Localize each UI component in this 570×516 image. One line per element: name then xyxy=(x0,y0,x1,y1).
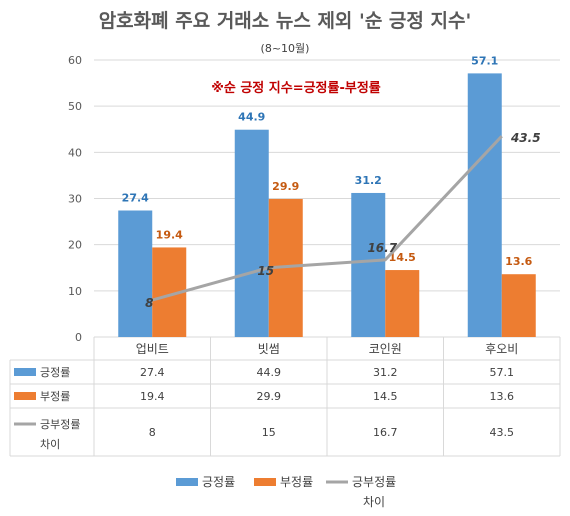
table-cell-value: 8 xyxy=(149,426,156,439)
table-series-name: 긍정률 xyxy=(40,366,70,379)
x-category-label: 업비트 xyxy=(136,342,169,356)
table-cell-value: 15 xyxy=(262,426,276,439)
line-data-label: 8 xyxy=(145,296,153,310)
table-series-name: 차이 xyxy=(40,438,60,451)
table-cell-value: 27.4 xyxy=(140,366,165,379)
table-cell-value: 19.4 xyxy=(140,390,165,403)
legend-label: 긍부정률 xyxy=(352,475,396,489)
x-category-label: 후오비 xyxy=(485,342,518,356)
table-cell-value: 14.5 xyxy=(373,390,398,403)
table-cell-value: 16.7 xyxy=(373,426,398,439)
chart-subtitle: (8~10월) xyxy=(260,42,310,55)
y-tick-label: 60 xyxy=(68,54,82,67)
bar-data-label: 57.1 xyxy=(471,54,498,67)
table-legend-key xyxy=(14,368,36,376)
bar-data-label: 13.6 xyxy=(505,255,532,268)
table-cell-value: 13.6 xyxy=(490,390,515,403)
legend-label: 부정률 xyxy=(280,475,313,489)
y-tick-label: 10 xyxy=(68,285,82,298)
legend-label: 긍정률 xyxy=(202,475,235,489)
bar-data-label: 19.4 xyxy=(156,228,183,241)
bar-data-label: 31.2 xyxy=(355,174,382,187)
bar-data-label: 27.4 xyxy=(122,192,149,205)
bar-긍정률 xyxy=(118,210,153,337)
line-series xyxy=(151,135,503,302)
legend-key xyxy=(254,478,276,486)
bar-부정률 xyxy=(385,270,420,337)
y-tick-label: 30 xyxy=(68,193,82,206)
bar-data-label: 14.5 xyxy=(389,251,416,264)
table-cell-value: 57.1 xyxy=(490,366,515,379)
bar-data-label: 44.9 xyxy=(238,111,265,124)
bar-긍정률 xyxy=(351,192,386,337)
bar-긍정률 xyxy=(234,129,269,337)
legend-key xyxy=(176,478,198,486)
table-cell-value: 44.9 xyxy=(257,366,282,379)
legend-label: 차이 xyxy=(363,495,385,509)
chart-title: 암호화폐 주요 거래소 뉴스 제외 '순 긍정 지수' xyxy=(98,10,472,32)
y-tick-label: 0 xyxy=(75,331,82,344)
y-tick-label: 20 xyxy=(68,239,82,252)
y-tick-label: 50 xyxy=(68,100,82,113)
x-category-label: 빗썸 xyxy=(258,342,280,356)
table-series-name: 긍부정률 xyxy=(40,418,80,431)
bar-긍정률 xyxy=(467,73,502,337)
x-category-label: 코인원 xyxy=(369,342,402,356)
bar-부정률 xyxy=(501,274,536,337)
line-data-label: 15 xyxy=(257,264,274,278)
chart-annotation: ※순 긍정 지수=긍정률-부정률 xyxy=(211,80,381,96)
table-cell-value: 29.9 xyxy=(257,390,282,403)
y-tick-label: 40 xyxy=(68,146,82,159)
table-cell-value: 43.5 xyxy=(490,426,515,439)
table-cell-value: 31.2 xyxy=(373,366,398,379)
table-series-name: 부정률 xyxy=(40,390,70,403)
line-data-label: 16.7 xyxy=(367,241,397,255)
bar-data-label: 29.9 xyxy=(272,180,299,193)
table-legend-key xyxy=(14,392,36,400)
line-data-label: 43.5 xyxy=(510,131,541,145)
